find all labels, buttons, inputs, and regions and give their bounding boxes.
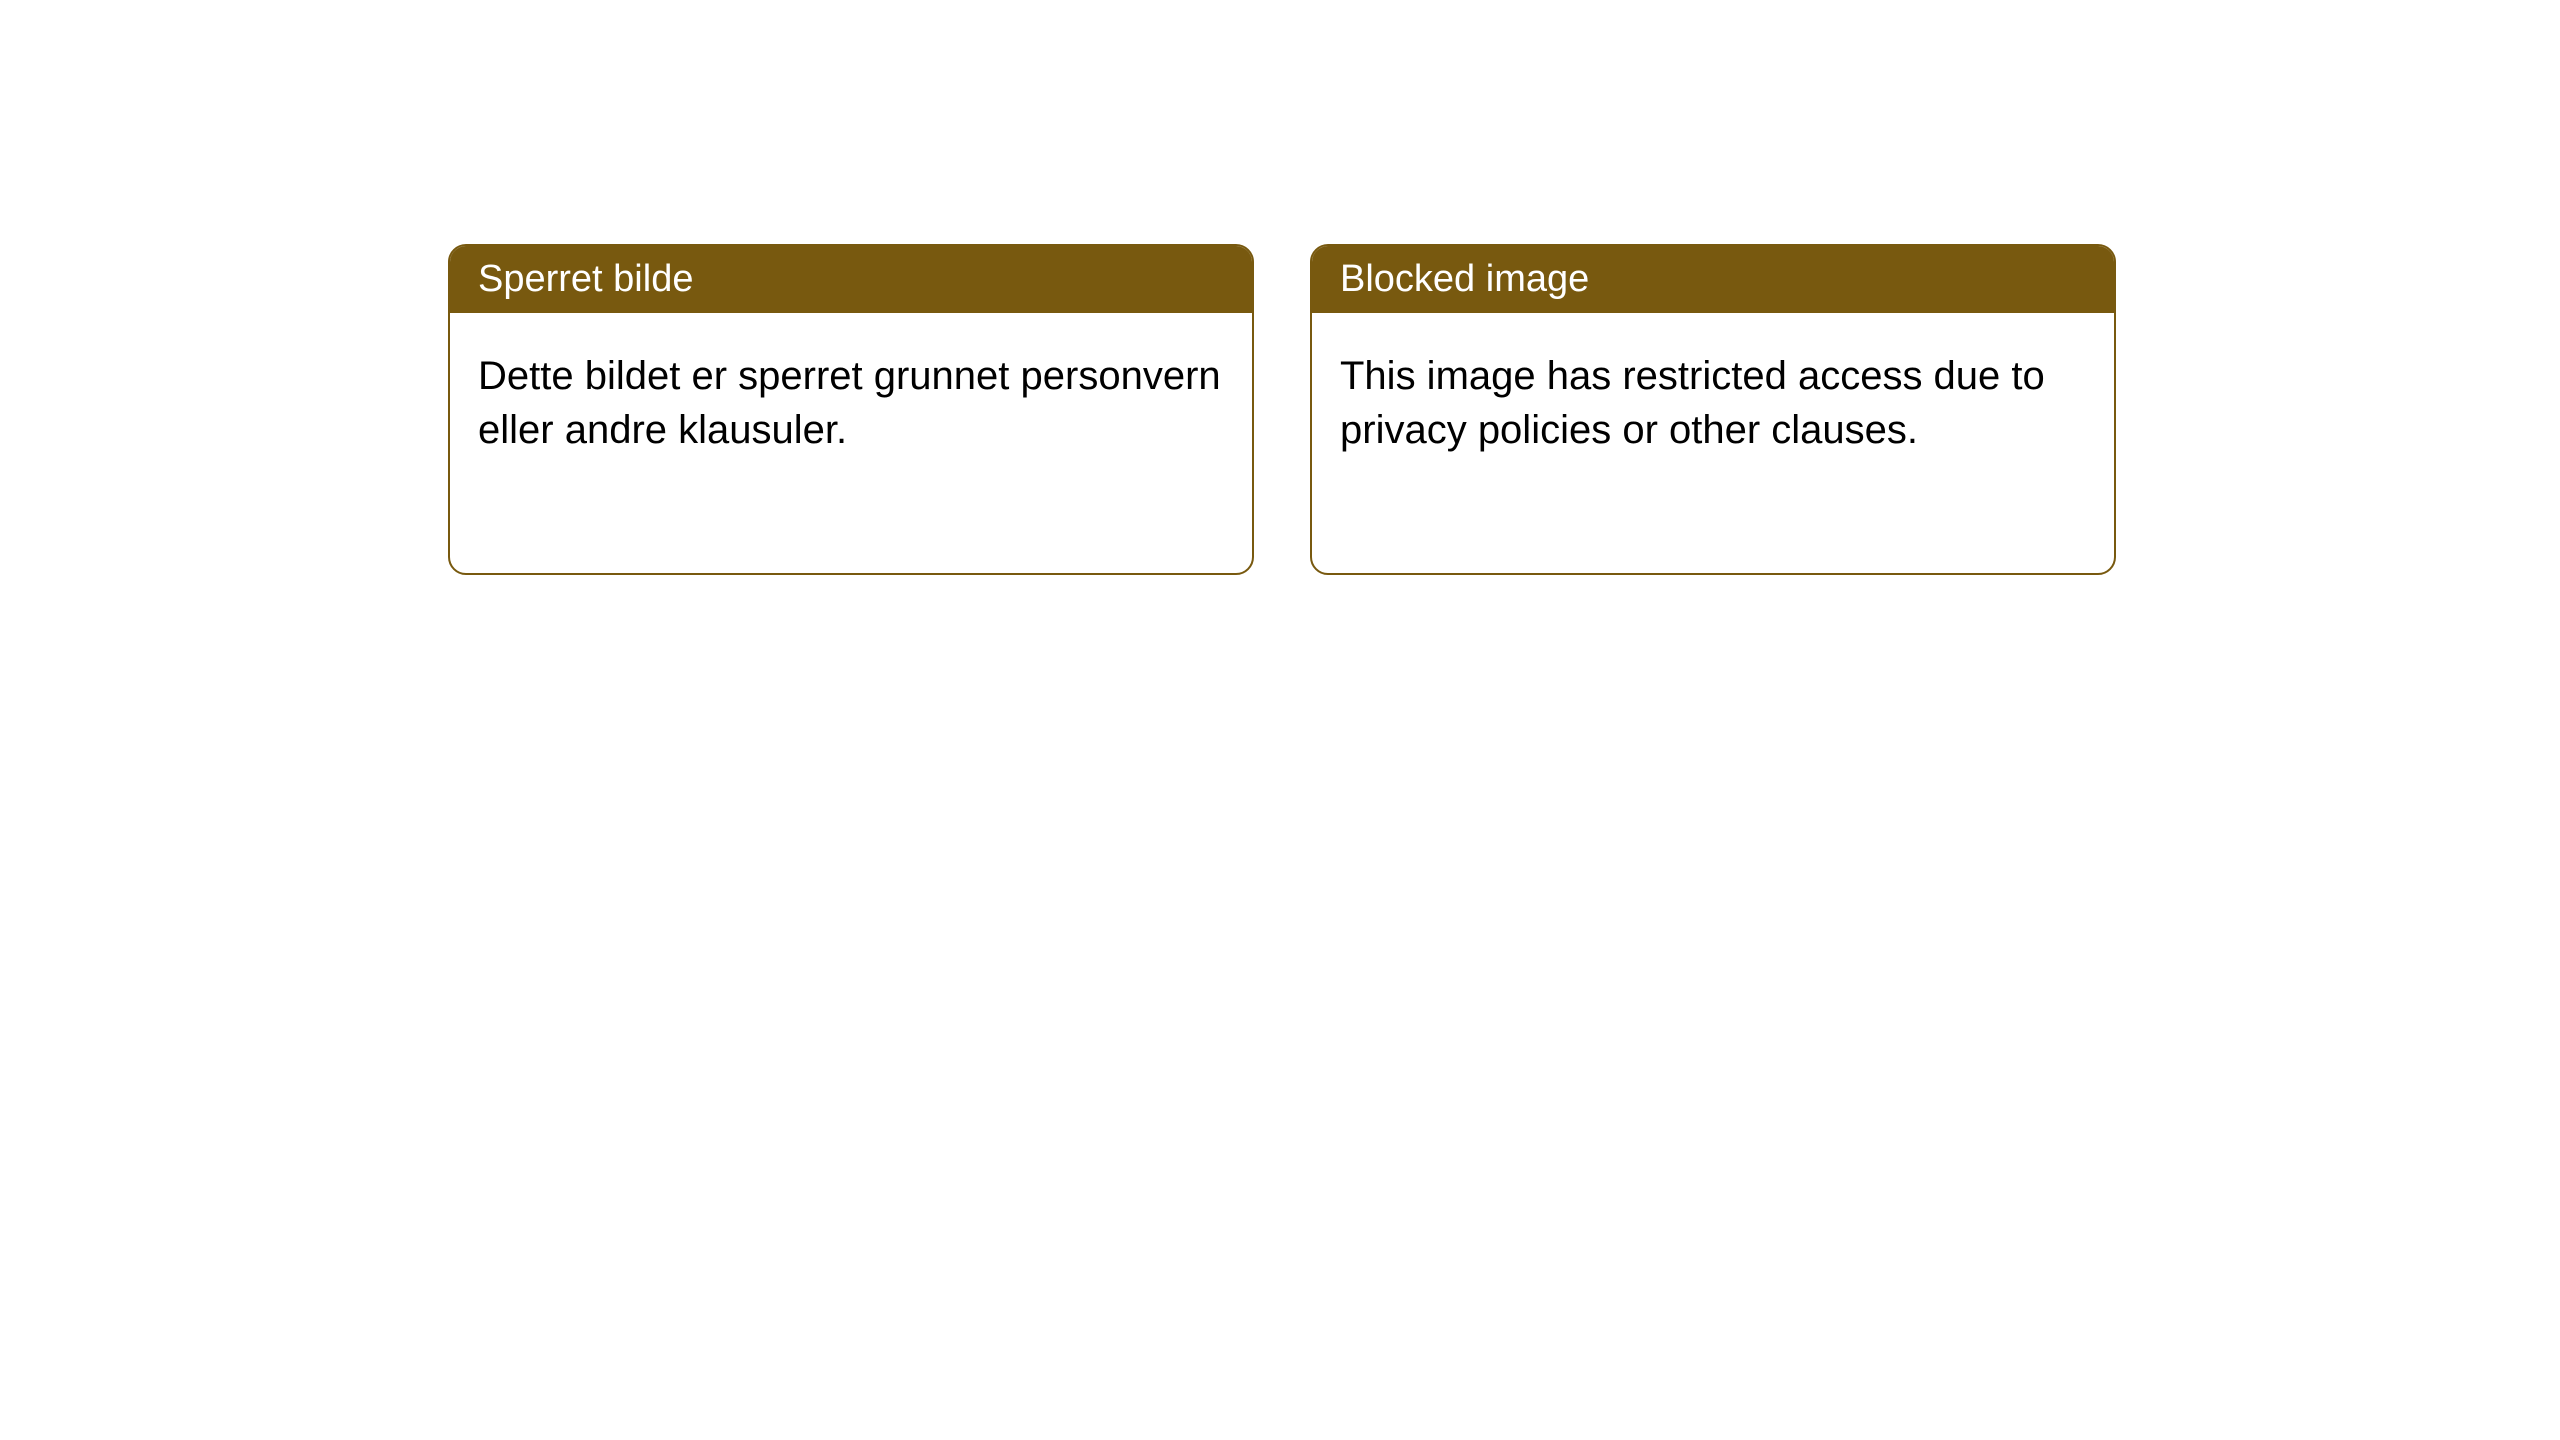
card-header: Blocked image xyxy=(1312,246,2114,313)
notice-card-norwegian: Sperret bilde Dette bildet er sperret gr… xyxy=(448,244,1254,575)
card-header: Sperret bilde xyxy=(450,246,1252,313)
notice-container: Sperret bilde Dette bildet er sperret gr… xyxy=(0,0,2560,575)
card-body: Dette bildet er sperret grunnet personve… xyxy=(450,313,1252,573)
notice-card-english: Blocked image This image has restricted … xyxy=(1310,244,2116,575)
card-body: This image has restricted access due to … xyxy=(1312,313,2114,573)
